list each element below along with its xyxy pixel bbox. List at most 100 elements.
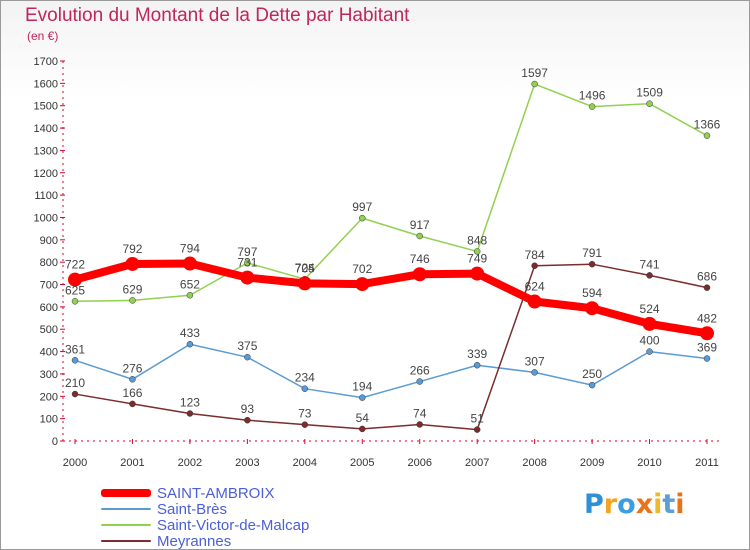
legend: SAINT-AMBROIX Saint-Brès Saint-Victor-de-M… [101,485,309,549]
data-label: 54 [356,411,370,425]
y-tick-label: 400 [40,347,58,359]
data-label: 210 [65,376,85,390]
data-point [588,381,596,389]
legend-item: Meyrannes [101,533,309,549]
data-point [470,266,485,281]
data-point [588,260,596,268]
data-point [244,353,251,361]
data-label: 524 [640,302,660,316]
data-label: 997 [352,200,372,214]
data-point [703,284,711,291]
data-point [700,326,714,341]
logo-letter: r [603,489,618,520]
data-label: 369 [697,341,717,355]
legend-label: SAINT-AMBROIX [157,484,275,502]
data-point [301,385,309,392]
data-label: 266 [410,364,430,378]
logo-letter: i [675,489,685,520]
data-label: 702 [352,262,372,276]
data-label: 1597 [521,66,548,80]
y-tick-label: 1600 [34,78,58,90]
logo-letter: o [617,489,636,520]
data-point [642,316,657,331]
x-tick-label: 2008 [522,457,546,469]
y-tick-label: 300 [40,369,58,381]
data-point [129,400,136,408]
data-point [646,272,653,279]
data-point [68,272,82,287]
x-tick-label: 2011 [695,457,719,469]
data-label: 400 [640,334,660,348]
legend-label: Saint-Victor-de-Malcap [157,516,310,534]
data-label: 1509 [636,86,663,100]
y-tick-label: 100 [40,414,58,426]
data-label: 166 [122,386,142,400]
data-point [244,416,251,424]
data-label: 276 [122,361,142,375]
data-label: 194 [352,380,372,394]
logo-letter: x [635,489,654,520]
x-tick-label: 2005 [350,457,374,469]
legend-item: SAINT-AMBROIX [101,484,309,502]
data-point [71,298,79,305]
data-point [416,378,423,385]
data-label: 624 [525,280,545,294]
legend-item: Saint-Victor-de-Malcap [101,516,310,534]
data-label: 794 [180,242,200,256]
proxiti-logo: Proxiti [584,489,685,520]
data-point [297,276,312,291]
data-point [412,267,427,282]
data-point [646,348,653,355]
data-label: 652 [180,277,200,291]
y-tick-label: 700 [40,280,58,292]
data-point [531,80,538,88]
chart-title: Evolution du Montant de la Dette par Hab… [25,5,410,26]
data-point [588,103,596,110]
data-point [416,232,423,240]
logo-letter: t [662,489,676,520]
data-point [585,301,600,316]
data-label: 51 [471,412,485,426]
logo-letter: i [653,489,663,520]
data-point [186,340,194,348]
data-label: 746 [410,252,430,266]
x-tick-label: 2007 [465,457,489,469]
data-point [355,277,370,292]
x-tick-label: 2002 [178,457,202,469]
data-point [359,214,366,222]
data-point [473,248,481,255]
y-tick-label: 1300 [34,145,58,157]
data-label: 74 [413,406,427,420]
legend-item: Saint-Brès [101,500,309,518]
data-label: 1496 [579,89,606,103]
data-point [301,421,309,428]
y-tick-label: 1000 [34,212,58,224]
data-point [71,357,79,364]
data-point [646,100,653,107]
data-label: 705 [295,261,315,275]
series-line-1 [74,343,708,399]
data-label: 791 [582,246,602,260]
data-point [359,425,366,433]
data-point [186,410,194,417]
series-line-0 [71,259,711,338]
data-label: 375 [237,339,257,353]
x-tick-label: 2004 [293,457,317,469]
chart-subtitle: (en €) [27,29,59,43]
data-label: 234 [295,371,315,385]
data-label: 1366 [694,118,721,132]
data-point [531,262,538,270]
x-tick-label: 2006 [407,457,431,469]
y-tick-label: 500 [40,324,58,336]
data-point [473,426,481,433]
data-label: 629 [122,282,142,296]
data-label: 339 [467,347,487,361]
data-point [473,361,481,369]
y-tick-label: 900 [40,235,58,247]
data-point [182,256,197,271]
data-label: 792 [122,242,142,256]
legend-label: Saint-Brès [157,500,228,518]
x-tick-label: 2009 [580,457,604,469]
data-label: 250 [582,367,602,381]
logo-letter: P [584,489,604,520]
